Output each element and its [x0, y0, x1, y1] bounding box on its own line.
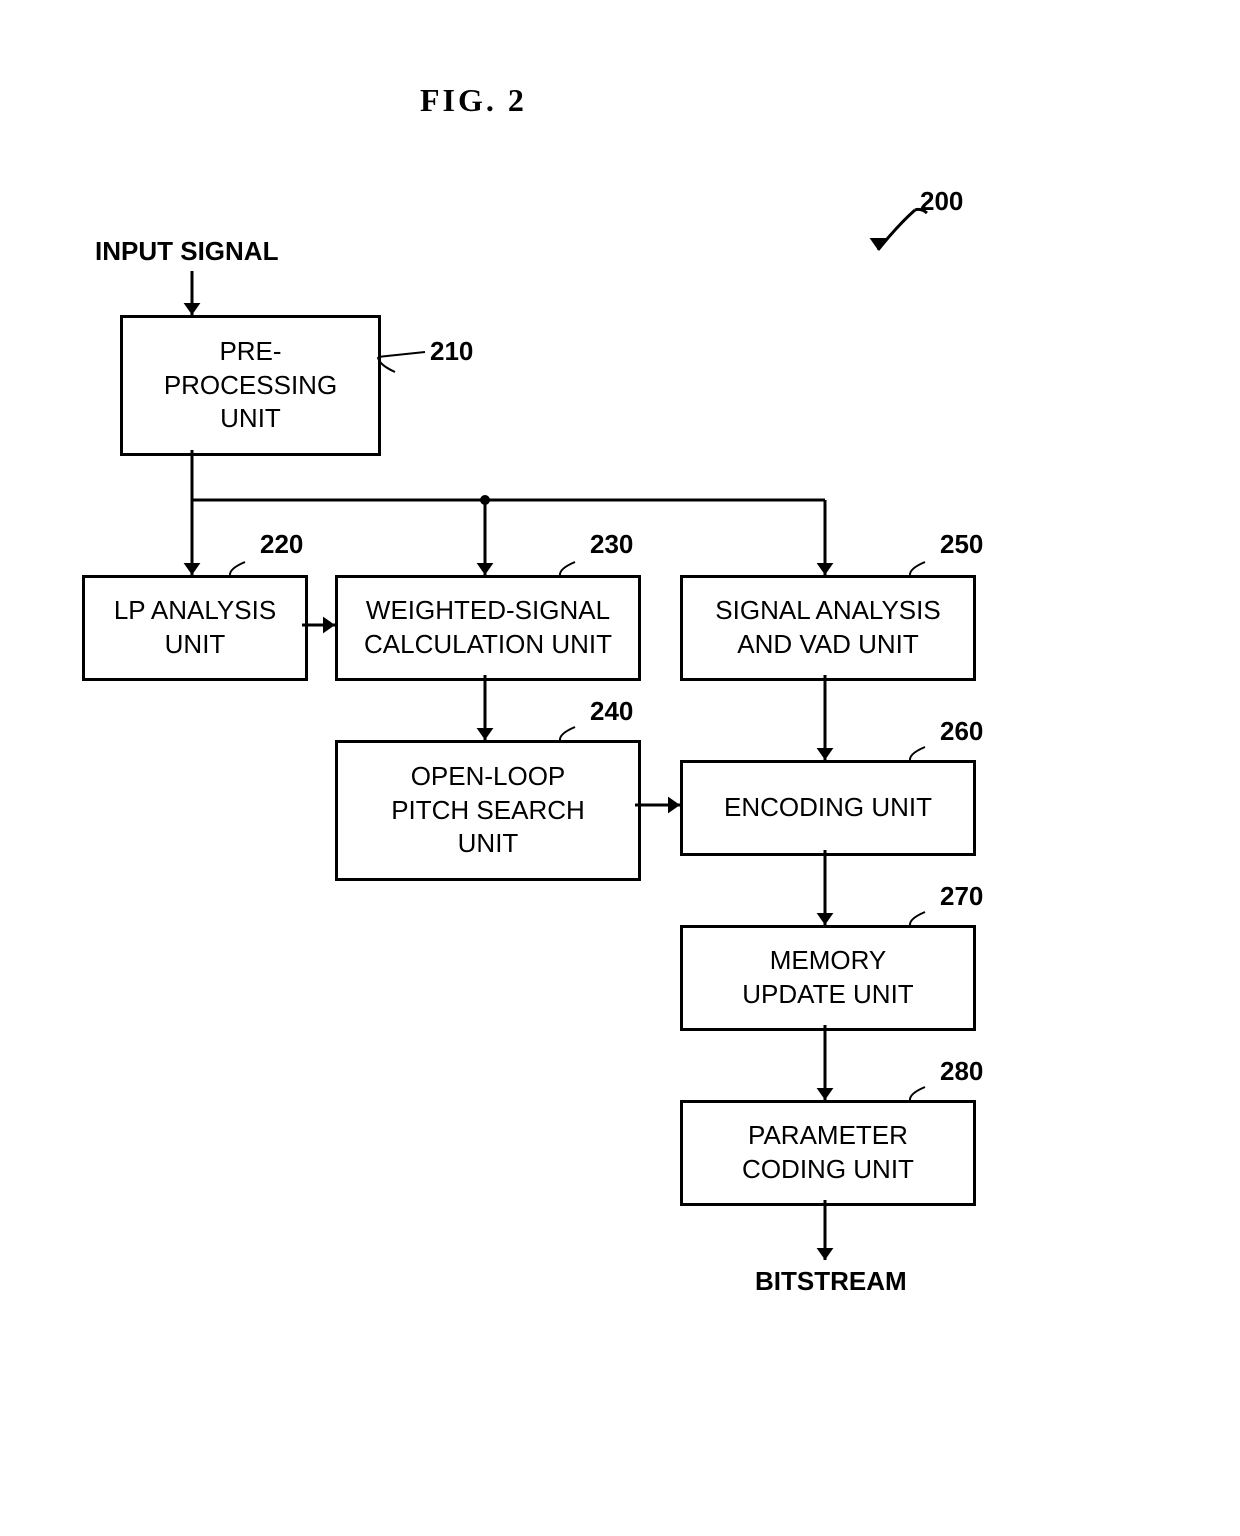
ref-270: 270 [940, 880, 983, 914]
box-280-label: PARAMETER CODING UNIT [742, 1119, 914, 1187]
ref-200: 200 [920, 185, 963, 219]
box-210-label: PRE- PROCESSING UNIT [164, 335, 337, 436]
box-230: WEIGHTED-SIGNAL CALCULATION UNIT [335, 575, 641, 681]
box-240-label: OPEN-LOOP PITCH SEARCH UNIT [391, 760, 585, 861]
box-250-label: SIGNAL ANALYSIS AND VAD UNIT [715, 594, 940, 662]
ref-260: 260 [940, 715, 983, 749]
box-240: OPEN-LOOP PITCH SEARCH UNIT [335, 740, 641, 881]
ref-220: 220 [260, 528, 303, 562]
output-bitstream-label: BITSTREAM [755, 1265, 907, 1299]
box-220: LP ANALYSIS UNIT [82, 575, 308, 681]
figure-title: FIG. 2 [420, 80, 527, 122]
box-220-label: LP ANALYSIS UNIT [114, 594, 276, 662]
box-260: ENCODING UNIT [680, 760, 976, 856]
ref-210: 210 [430, 335, 473, 369]
ref-240: 240 [590, 695, 633, 729]
box-230-label: WEIGHTED-SIGNAL CALCULATION UNIT [364, 594, 612, 662]
box-270-label: MEMORY UPDATE UNIT [742, 944, 913, 1012]
ref-280: 280 [940, 1055, 983, 1089]
ref-250: 250 [940, 528, 983, 562]
box-280: PARAMETER CODING UNIT [680, 1100, 976, 1206]
box-250: SIGNAL ANALYSIS AND VAD UNIT [680, 575, 976, 681]
input-signal-label: INPUT SIGNAL [95, 235, 278, 269]
box-260-label: ENCODING UNIT [724, 791, 932, 825]
box-210: PRE- PROCESSING UNIT [120, 315, 381, 456]
box-270: MEMORY UPDATE UNIT [680, 925, 976, 1031]
ref-230: 230 [590, 528, 633, 562]
